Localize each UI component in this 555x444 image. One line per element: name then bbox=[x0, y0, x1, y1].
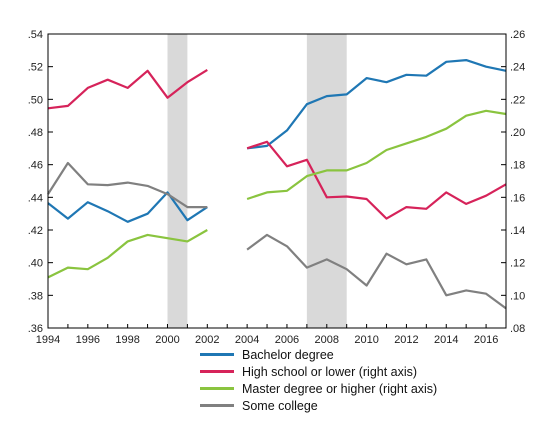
left-tick-label: .38 bbox=[28, 290, 43, 302]
legend-label: Master degree or higher (right axis) bbox=[242, 381, 438, 396]
x-axis: 1994 1996 1998 2000 2002 2004 2006 2008 2010 2012… bbox=[36, 324, 507, 346]
right-axis: .08 .10 .12 .14 .16 .18 .20 .22 .24 .26 bbox=[501, 29, 525, 335]
x-tick-label: 2008 bbox=[315, 334, 339, 346]
series-line-3 bbox=[246, 233, 507, 310]
legend-label: High school or lower (right axis) bbox=[242, 364, 418, 379]
series-line-0 bbox=[47, 191, 208, 223]
x-tick-label: 2016 bbox=[474, 334, 498, 346]
legend-item: Master degree or higher (right axis) bbox=[200, 380, 437, 397]
series-line-0 bbox=[246, 58, 507, 150]
left-axis: .36 .38 .40 .42 .44 .46 .48 .50 .52 .54 bbox=[28, 29, 53, 335]
series-line-1 bbox=[246, 140, 507, 220]
left-tick-label: .50 bbox=[28, 94, 43, 106]
legend-item: High school or lower (right axis) bbox=[200, 363, 437, 380]
left-tick-label: .36 bbox=[28, 323, 43, 335]
left-tick-label: .40 bbox=[28, 258, 43, 270]
chart-legend: Bachelor degree High school or lower (rig… bbox=[200, 346, 437, 414]
legend-label: Bachelor degree bbox=[242, 347, 334, 362]
legend-swatch bbox=[200, 370, 234, 373]
series-lines bbox=[47, 58, 507, 310]
x-tick-label: 1996 bbox=[76, 334, 100, 346]
right-tick-label: .12 bbox=[510, 258, 525, 270]
x-tick-label: 2004 bbox=[235, 334, 259, 346]
plot-frame bbox=[47, 33, 507, 329]
left-tick-label: .52 bbox=[28, 62, 43, 74]
recession-shading bbox=[167, 34, 188, 328]
x-tick-label: 2002 bbox=[195, 334, 219, 346]
x-tick-label: 2014 bbox=[434, 334, 458, 346]
right-tick-label: .26 bbox=[510, 29, 525, 41]
x-tick-label: 2000 bbox=[155, 334, 179, 346]
legend-label: Some college bbox=[242, 398, 318, 413]
legend-item: Some college bbox=[200, 397, 437, 414]
right-tick-label: .14 bbox=[510, 225, 525, 237]
legend-item: Bachelor degree bbox=[200, 346, 437, 363]
left-tick-label: .54 bbox=[28, 29, 43, 41]
x-tick-label: 1994 bbox=[36, 334, 60, 346]
x-tick-label: 1998 bbox=[115, 334, 139, 346]
x-tick-label: 2006 bbox=[275, 334, 299, 346]
left-tick-label: .46 bbox=[28, 160, 43, 172]
shaded-periods bbox=[167, 34, 347, 328]
legend-swatch bbox=[200, 404, 234, 407]
series-line-1 bbox=[47, 68, 208, 110]
right-tick-label: .08 bbox=[510, 323, 525, 335]
x-tick-label: 2012 bbox=[394, 334, 418, 346]
right-tick-label: .16 bbox=[510, 192, 525, 204]
legend-swatch bbox=[200, 353, 234, 356]
right-tick-label: .18 bbox=[510, 160, 525, 172]
recession-shading bbox=[306, 34, 347, 328]
right-tick-label: .20 bbox=[510, 127, 525, 139]
right-tick-label: .22 bbox=[510, 94, 525, 106]
right-tick-label: .10 bbox=[510, 290, 525, 302]
series-line-2 bbox=[246, 109, 507, 201]
x-tick-label: 2010 bbox=[354, 334, 378, 346]
series-line-3 bbox=[47, 161, 208, 209]
left-tick-label: .42 bbox=[28, 225, 43, 237]
left-tick-label: .48 bbox=[28, 127, 43, 139]
right-tick-label: .24 bbox=[510, 62, 525, 74]
left-tick-label: .44 bbox=[28, 192, 43, 204]
legend-swatch bbox=[200, 387, 234, 390]
series-line-2 bbox=[47, 229, 208, 279]
